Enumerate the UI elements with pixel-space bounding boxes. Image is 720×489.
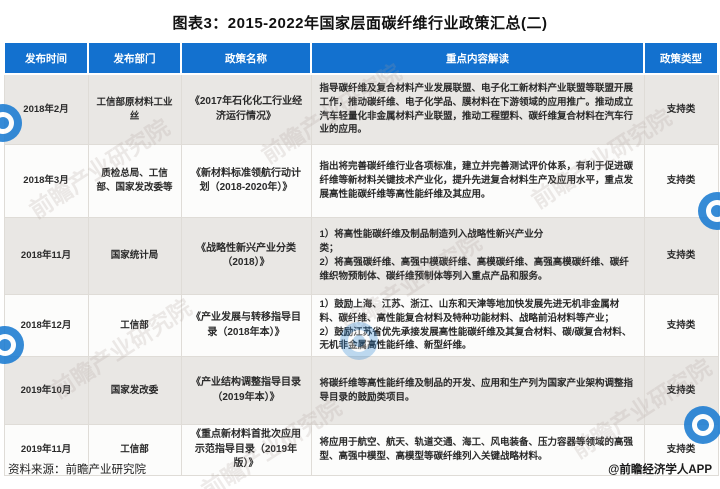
cell-policy-name: 《重点新材料首批次应用示范指导目录（2019年版）》	[180, 424, 312, 476]
cell-content-summary: 指导碳纤维及复合材料产业发展联盟、电子化工新材料产业联盟等联盟开展工作，推动碳纤…	[310, 73, 645, 145]
table-row: 2018年11月 国家统计局 《战略性新兴产业分类（2018）》 1）将高性能碳…	[3, 217, 719, 295]
table-row: 2019年11月 工信部 《重点新材料首批次应用示范指导目录（2019年版）》 …	[3, 424, 719, 476]
policy-table: 发布时间 发布部门 政策名称 重点内容解读 政策类型 2018年2月 工信部原材料工业丝…	[3, 41, 719, 476]
cell-content-summary: 将碳纤维等高性能纤维及制品的开发、应用和生产列为国家产业架构调整指导目录的鼓励类…	[310, 356, 645, 426]
table-header: 发布时间 发布部门 政策名称 重点内容解读 政策类型	[3, 41, 719, 75]
cell-policy-type: 支持类	[643, 217, 719, 295]
table-body: 2018年2月 工信部原材料工业丝 《2017年石化化工行业经济运行情况》 指导…	[3, 73, 719, 476]
cell-publish-dept: 质检总局、工信部、国家发改委等	[87, 144, 182, 218]
column-header: 政策类型	[643, 41, 719, 75]
cell-policy-name: 《产业结构调整指导目录（2019年本）》	[180, 356, 312, 426]
table-row: 2018年12月 工信部 《产业发展与转移指导目录（2018年本）》 1）鼓励上…	[3, 293, 719, 358]
cell-policy-type: 支持类	[643, 144, 719, 218]
table-row: 2019年10月 国家发改委 《产业结构调整指导目录（2019年本）》 将碳纤维…	[3, 356, 719, 426]
source-note: 资料来源：前瞻产业研究院	[8, 464, 146, 476]
table-row: 2018年3月 质检总局、工信部、国家发改委等 《新材料标准领航行动计划（201…	[3, 144, 719, 218]
cell-policy-name: 《新材料标准领航行动计划（2018-2020年）》	[180, 144, 312, 218]
cell-publish-dept: 工信部	[87, 293, 182, 358]
column-header: 政策名称	[180, 41, 312, 75]
cell-publish-time: 2018年2月	[3, 73, 89, 145]
cell-policy-type: 支持类	[643, 293, 719, 358]
cell-policy-type: 支持类	[643, 356, 719, 426]
cell-content-summary: 将应用于航空、航天、轨道交通、海工、风电装备、压力容器等领域的高强型、高强中模型…	[310, 424, 645, 476]
table-row: 2018年2月 工信部原材料工业丝 《2017年石化化工行业经济运行情况》 指导…	[3, 73, 719, 145]
chart-title: 图表3：2015-2022年国家层面碳纤维行业政策汇总(二)	[172, 15, 548, 32]
cell-publish-dept: 工信部原材料工业丝	[87, 73, 182, 145]
column-header: 发布时间	[3, 41, 89, 75]
cell-publish-time: 2019年11月	[3, 424, 89, 476]
cell-publish-dept: 国家发改委	[87, 356, 182, 426]
credit-note: @前瞻经济学人APP	[608, 464, 712, 476]
cell-policy-name: 《2017年石化化工行业经济运行情况》	[180, 73, 312, 145]
column-header: 重点内容解读	[310, 41, 645, 75]
cell-publish-time: 2018年12月	[3, 293, 89, 358]
cell-publish-time: 2019年10月	[3, 356, 89, 426]
cell-policy-type: 支持类	[643, 73, 719, 145]
cell-publish-time: 2018年11月	[3, 217, 89, 295]
cell-publish-dept: 国家统计局	[87, 217, 182, 295]
cell-policy-type: 支持类	[643, 424, 719, 476]
cell-content-summary: 1）鼓励上海、江苏、浙江、山东和天津等地加快发展先进无机非金属材料、碳纤维、高性…	[310, 293, 645, 358]
footer: 资料来源：前瞻产业研究院 @前瞻经济学人APP	[8, 461, 712, 477]
cell-policy-name: 《战略性新兴产业分类（2018）》	[180, 217, 312, 295]
cell-content-summary: 指出将完善碳纤维行业各项标准，建立并完善测试评价体系，有利于促进碳纤维等新材料关…	[310, 144, 645, 218]
cell-policy-name: 《产业发展与转移指导目录（2018年本）》	[180, 293, 312, 358]
column-header: 发布部门	[87, 41, 182, 75]
cell-publish-time: 2018年3月	[3, 144, 89, 218]
cell-content-summary: 1）将高性能碳纤维及制品制造列入战略性新兴产业分 类； 2）将高强碳纤维、高强中…	[310, 217, 645, 295]
